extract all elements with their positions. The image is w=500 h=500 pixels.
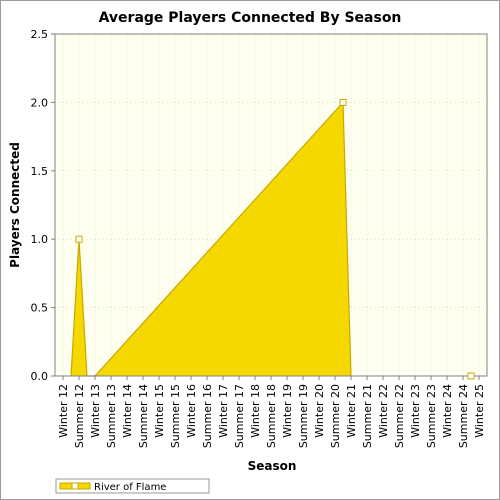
y-tick-label: 1.0 xyxy=(31,233,49,246)
x-axis-title: Season xyxy=(248,459,297,473)
x-tick-label: Winter 22 xyxy=(377,384,390,438)
x-tick-label: Summer 22 xyxy=(393,384,406,448)
x-tick-label: Summer 16 xyxy=(201,384,214,448)
x-axis-ticks: Winter 12 Summer 12 Winter 13 Summer 13 Wint… xyxy=(57,376,486,448)
x-tick-label: Winter 14 xyxy=(121,384,134,438)
x-tick-label: Winter 23 xyxy=(409,384,422,438)
chart-title: Average Players Connected By Season xyxy=(99,10,402,26)
x-tick-label: Winter 20 xyxy=(313,384,326,438)
x-tick-label: Winter 21 xyxy=(345,384,358,438)
y-tick-label: 0.0 xyxy=(31,370,49,383)
x-tick-label: Summer 24 xyxy=(457,384,470,448)
x-tick-label: Summer 21 xyxy=(361,384,374,448)
x-tick-label: Winter 19 xyxy=(281,384,294,438)
x-tick-label: Summer 13 xyxy=(105,384,118,448)
x-tick-label: Summer 15 xyxy=(169,384,182,448)
y-axis-ticks: 0.0 0.5 1.0 1.5 2.0 2.5 xyxy=(31,28,55,383)
legend-label: River of Flame xyxy=(94,482,166,493)
x-tick-label: Winter 17 xyxy=(217,384,230,438)
series-markers xyxy=(75,98,475,380)
y-axis-title: Players Connected xyxy=(8,142,22,268)
y-tick-label: 2.5 xyxy=(31,28,49,41)
x-tick-label: Winter 15 xyxy=(153,384,166,438)
x-tick-label: Winter 12 xyxy=(57,384,70,438)
x-tick-label: Summer 14 xyxy=(137,384,150,448)
data-point-marker xyxy=(467,372,475,380)
x-tick-label: Winter 13 xyxy=(89,384,102,438)
x-tick-label: Summer 19 xyxy=(297,384,310,448)
legend: River of Flame xyxy=(55,478,210,494)
x-tick-label: Summer 17 xyxy=(233,384,246,448)
x-tick-label: Winter 18 xyxy=(249,384,262,438)
legend-marker xyxy=(71,482,79,490)
y-tick-label: 1.5 xyxy=(31,165,49,178)
x-tick-label: Winter 24 xyxy=(441,384,454,438)
y-tick-label: 2.0 xyxy=(31,96,49,109)
x-tick-label: Summer 18 xyxy=(265,384,278,448)
data-point-marker xyxy=(75,235,83,243)
x-tick-label: Winter 16 xyxy=(185,384,198,438)
x-tick-label: Summer 20 xyxy=(329,384,342,448)
legend-box xyxy=(55,478,210,494)
x-tick-label: Summer 23 xyxy=(425,384,438,448)
x-tick-label: Summer 12 xyxy=(73,384,86,448)
data-point-marker xyxy=(339,98,347,106)
x-tick-label: Winter 25 xyxy=(473,384,486,438)
y-tick-label: 0.5 xyxy=(31,302,49,315)
